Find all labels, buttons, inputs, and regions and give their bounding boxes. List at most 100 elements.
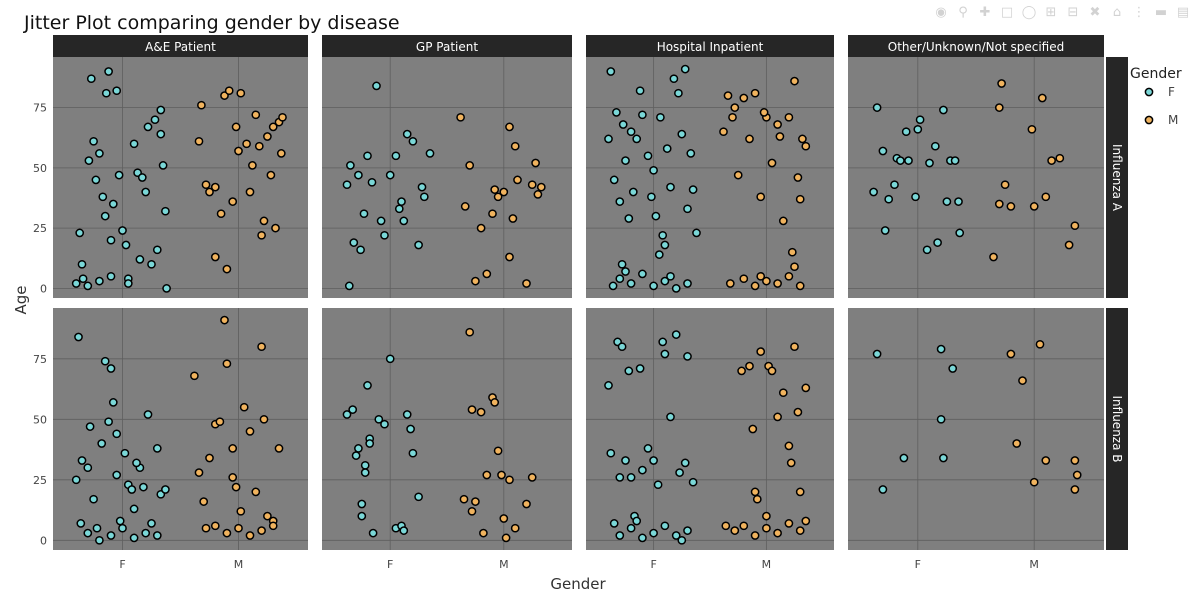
y-tick-label: 25 bbox=[33, 222, 47, 235]
data-point-f bbox=[354, 444, 363, 453]
data-point-f bbox=[85, 422, 95, 431]
data-point-f bbox=[649, 165, 658, 175]
data-point-m bbox=[242, 139, 251, 149]
data-point-f bbox=[376, 216, 386, 226]
data-point-f bbox=[911, 192, 920, 202]
hover-compare-icon[interactable]: ▤ bbox=[1176, 5, 1190, 20]
data-point-m bbox=[739, 274, 749, 284]
data-point-m bbox=[476, 407, 486, 417]
pan-icon[interactable]: ✚ bbox=[979, 5, 991, 20]
data-point-f bbox=[129, 504, 139, 514]
facet-strip bbox=[53, 35, 308, 57]
data-point-f bbox=[671, 284, 681, 293]
data-point-f bbox=[635, 364, 645, 373]
lasso-icon[interactable]: ◯ bbox=[1021, 5, 1037, 20]
data-point-f bbox=[89, 494, 98, 504]
data-point-f bbox=[925, 158, 934, 168]
data-point-m bbox=[245, 187, 255, 197]
zoom-out-icon[interactable]: ⊟ bbox=[1067, 5, 1079, 20]
data-point-m bbox=[465, 161, 475, 170]
x-tick-label: F bbox=[119, 558, 125, 571]
data-point-f bbox=[609, 519, 619, 528]
data-point-m bbox=[210, 521, 220, 531]
data-point-f bbox=[638, 269, 647, 279]
data-point-f bbox=[658, 230, 668, 240]
data-point-m bbox=[266, 170, 276, 180]
data-point-m bbox=[527, 473, 537, 482]
data-point-f bbox=[674, 88, 683, 98]
data-point-m bbox=[750, 487, 760, 497]
data-point-m bbox=[784, 441, 794, 451]
facet-row-strip-label: Influenza A bbox=[1110, 144, 1124, 212]
panel-background bbox=[848, 308, 1104, 550]
data-point-m bbox=[210, 252, 220, 262]
data-point-f bbox=[671, 330, 681, 339]
data-point-m bbox=[730, 103, 740, 112]
facet-row-strip-label: Influenza B bbox=[1110, 396, 1124, 463]
data-point-f bbox=[933, 238, 942, 247]
data-point-m bbox=[490, 398, 500, 407]
data-point-f bbox=[615, 531, 625, 540]
data-point-f bbox=[342, 180, 352, 190]
data-point-m bbox=[513, 175, 522, 185]
data-point-f bbox=[344, 281, 354, 291]
data-point-f bbox=[129, 139, 139, 149]
panel-background bbox=[848, 57, 1104, 298]
data-point-m bbox=[501, 533, 511, 543]
data-point-m bbox=[721, 521, 731, 531]
hover-closest-icon[interactable]: ▬ bbox=[1154, 5, 1168, 20]
data-point-m bbox=[750, 281, 760, 291]
data-point-f bbox=[686, 149, 696, 158]
x-tick-label: M bbox=[234, 558, 244, 571]
data-point-f bbox=[669, 74, 679, 84]
data-point-f bbox=[688, 185, 698, 194]
zoom-icon[interactable]: ⚲ bbox=[958, 5, 968, 20]
data-point-m bbox=[756, 271, 766, 281]
data-point-f bbox=[649, 281, 658, 291]
data-point-m bbox=[733, 170, 743, 180]
data-point-f bbox=[913, 124, 923, 134]
data-point-f bbox=[368, 528, 378, 538]
data-point-m bbox=[1041, 192, 1051, 202]
data-point-f bbox=[106, 271, 116, 281]
facet-strip-label: Hospital Inpatient bbox=[657, 40, 764, 54]
x-tick-label: F bbox=[387, 558, 393, 571]
data-point-m bbox=[522, 499, 531, 509]
data-point-f bbox=[658, 337, 668, 347]
data-point-f bbox=[680, 64, 690, 74]
zoom-in-icon[interactable]: ⊞ bbox=[1045, 5, 1057, 20]
data-point-m bbox=[194, 468, 204, 477]
data-point-m bbox=[756, 347, 766, 356]
panel-a-e-patient-influenza-b: 0 25 50 75 F M bbox=[33, 308, 308, 571]
panel-background bbox=[586, 57, 834, 298]
facet-strip bbox=[322, 35, 572, 57]
data-point-m bbox=[787, 247, 797, 257]
data-point-f bbox=[98, 192, 108, 202]
data-point-f bbox=[158, 161, 168, 170]
data-point-f bbox=[948, 364, 958, 373]
data-point-f bbox=[86, 74, 96, 84]
data-point-f bbox=[621, 156, 630, 165]
reset-axes-icon[interactable]: ⌂ bbox=[1112, 5, 1122, 20]
box-select-icon[interactable]: □ bbox=[1000, 5, 1014, 20]
data-point-f bbox=[380, 230, 389, 240]
data-point-m bbox=[467, 405, 477, 414]
data-point-m bbox=[748, 424, 758, 434]
data-point-f bbox=[635, 86, 645, 96]
spike-lines-icon[interactable]: ⋮ bbox=[1132, 5, 1146, 20]
data-point-f bbox=[365, 439, 375, 448]
data-point-f bbox=[92, 523, 102, 533]
y-tick-label: 50 bbox=[33, 162, 47, 175]
data-point-f bbox=[425, 149, 435, 158]
camera-icon[interactable]: ◉ bbox=[935, 5, 947, 20]
data-point-f bbox=[137, 173, 147, 182]
autoscale-icon[interactable]: ✖ bbox=[1089, 5, 1101, 20]
data-point-f bbox=[135, 255, 145, 264]
data-point-m bbox=[750, 531, 760, 540]
data-point-m bbox=[505, 252, 514, 262]
data-point-m bbox=[798, 134, 807, 144]
data-point-m bbox=[719, 127, 728, 137]
data-point-f bbox=[97, 439, 107, 448]
